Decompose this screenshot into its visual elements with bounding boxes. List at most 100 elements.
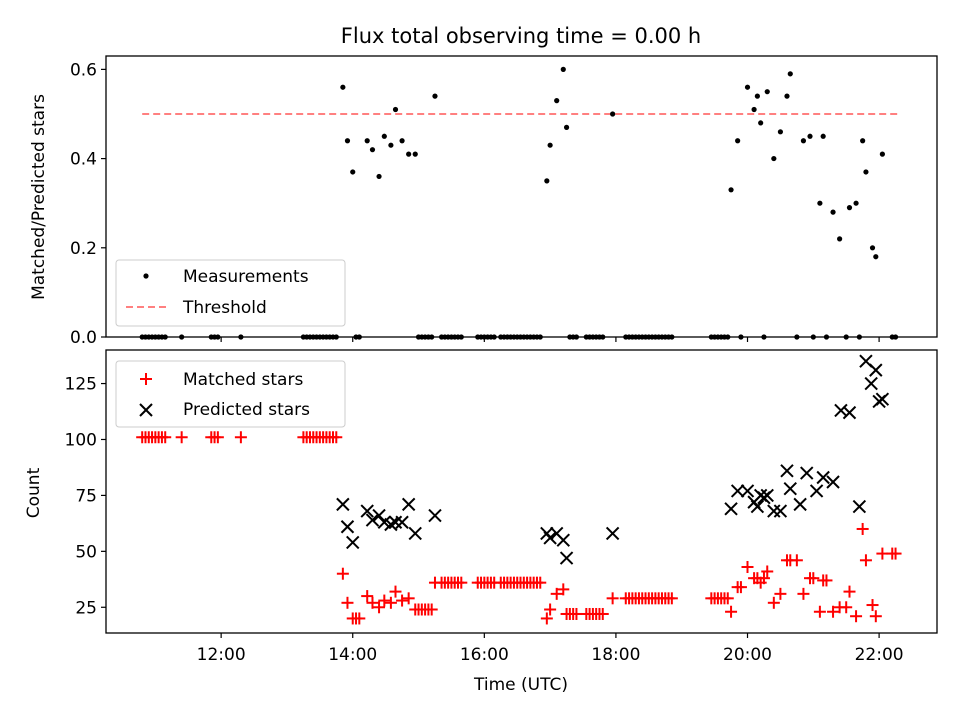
predicted-star-point — [336, 497, 350, 512]
measurement-point — [771, 155, 777, 162]
measurement-point — [547, 142, 553, 148]
bottom-ytick-label: 75 — [75, 486, 97, 506]
matched-star-point — [596, 607, 609, 620]
bottom-panel-ticks: 25 50 75 100 125 12:00 14:00 16:00 18:00 20:00 22:… — [65, 375, 904, 665]
predicted-star-point — [724, 502, 738, 516]
measurement-point — [560, 66, 566, 72]
legend-predicted-marker — [139, 403, 153, 417]
top-panel-legend: Measurements Threshold — [115, 259, 346, 327]
measurement-point — [563, 124, 570, 130]
top-ytick-label: 0.4 — [70, 150, 97, 170]
measurement-point — [344, 138, 351, 144]
matched-star-point — [557, 583, 570, 596]
predicted-star-point — [365, 513, 380, 527]
legend-measurements-marker — [143, 273, 149, 279]
measurement-point — [860, 138, 866, 144]
measurement-point — [369, 147, 376, 153]
predicted-star-point — [556, 533, 570, 547]
predicted-star-point — [793, 497, 807, 512]
matched-star-point — [665, 592, 678, 605]
matched-star-point — [827, 605, 840, 618]
top-panel-ylabel: Matched/Predicted stars — [29, 94, 49, 300]
matched-star-point — [425, 603, 438, 616]
predicted-star-point — [559, 551, 574, 565]
bottom-panel-ylabel: Count — [24, 467, 44, 518]
measurement-point — [744, 84, 751, 90]
measurement-point — [728, 187, 734, 193]
bottom-ytick-label: 125 — [65, 375, 97, 395]
measurement-point — [751, 106, 757, 113]
measurement-point — [787, 71, 793, 77]
matched-star-point — [384, 596, 397, 609]
matched-star-point — [866, 599, 879, 612]
predicted-star-point — [372, 508, 386, 523]
matched-star-point — [389, 585, 402, 598]
legend-matched-marker — [140, 373, 152, 385]
matched-star-point — [807, 572, 820, 585]
matched-star-point — [843, 585, 856, 598]
bottom-xtick-label: 18:00 — [591, 645, 640, 665]
bottom-panel-frame — [105, 349, 938, 634]
matched-star-point — [790, 554, 803, 567]
predicted-star-point — [767, 504, 781, 518]
measurement-point — [376, 173, 382, 180]
measurement-point — [873, 254, 879, 260]
matched-star-point — [840, 601, 853, 614]
measurement-point — [350, 169, 356, 175]
predicted-star-point — [340, 520, 355, 534]
predicted-star-point — [605, 526, 620, 541]
top-ytick-label: 0.6 — [70, 60, 97, 80]
measurement-point — [853, 200, 859, 206]
matched-star-point — [159, 431, 172, 444]
matched-star-point — [540, 612, 553, 625]
measurement-point — [879, 151, 885, 157]
measurement-point — [800, 138, 807, 144]
predicted-star-point — [346, 535, 360, 550]
measurement-point — [412, 151, 418, 157]
matched-star-point — [550, 587, 563, 600]
predicted-star-point — [543, 531, 557, 545]
matched-star-point — [455, 576, 468, 589]
measurement-point — [758, 120, 764, 126]
predicted-stars-series — [336, 354, 890, 565]
measurement-point — [381, 133, 387, 139]
bottom-xtick-label: 12:00 — [197, 645, 246, 665]
measurement-point — [735, 138, 741, 144]
measurement-point — [610, 111, 616, 117]
predicted-star-point — [842, 405, 857, 420]
matched-star-point — [850, 610, 863, 623]
matched-stars-series — [136, 431, 902, 625]
measurement-point — [392, 106, 399, 113]
bottom-xtick-label: 20:00 — [723, 645, 772, 665]
matched-star-point — [869, 610, 882, 623]
top-panel-frame — [105, 55, 938, 338]
predicted-star-point — [780, 464, 794, 478]
bottom-ytick-label: 100 — [65, 430, 97, 450]
bottom-ytick-label: 50 — [75, 542, 97, 562]
matched-star-point — [721, 592, 734, 605]
predicted-star-point — [800, 466, 814, 480]
matched-star-point — [741, 561, 754, 574]
top-ytick-label: 0.2 — [70, 239, 97, 259]
matched-star-point — [797, 587, 810, 600]
measurement-point — [754, 93, 760, 99]
predicted-star-point — [401, 497, 416, 512]
measurement-point — [340, 84, 346, 90]
matched-star-point — [366, 596, 379, 609]
top-panel-title: Flux total observing time = 0.00 h — [341, 24, 701, 48]
matched-star-point — [402, 592, 415, 605]
measurement-point — [863, 169, 869, 175]
predicted-star-point — [730, 484, 745, 498]
matched-star-point — [330, 431, 343, 444]
measurement-point — [830, 209, 836, 215]
predicted-star-point — [809, 484, 824, 498]
predicted-star-point — [740, 484, 755, 498]
top-legend-box — [115, 259, 346, 327]
matched-star-point — [757, 572, 770, 585]
bottom-legend-box — [115, 360, 346, 428]
predicted-star-point — [783, 481, 797, 496]
measurement-point — [406, 151, 412, 157]
matched-star-point — [396, 594, 409, 607]
matched-star-point — [856, 522, 869, 535]
matched-star-point — [774, 587, 787, 600]
